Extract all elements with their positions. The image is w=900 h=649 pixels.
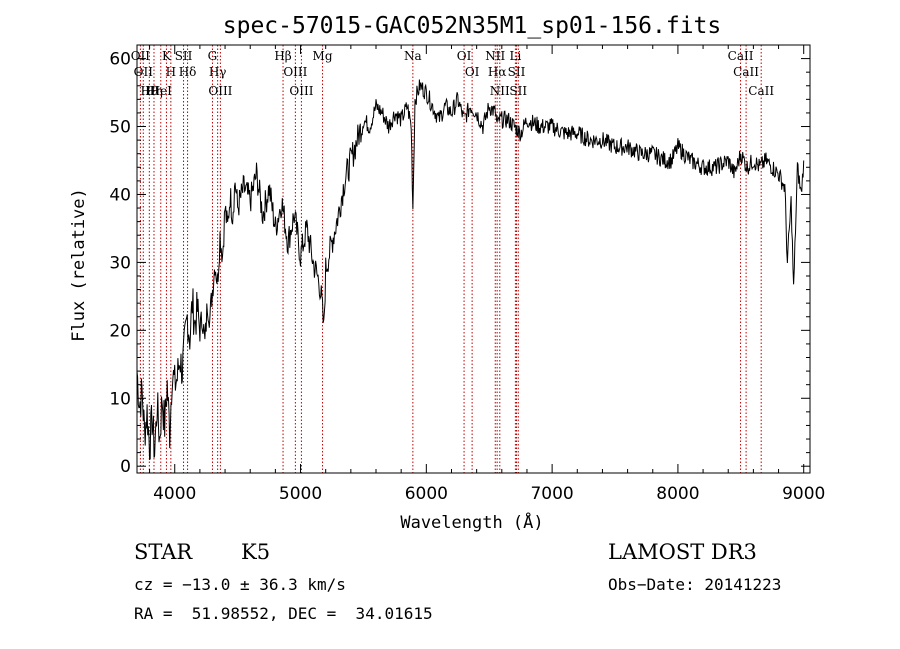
line-label-5: K	[162, 49, 172, 63]
y-tick-label-40: 40	[109, 185, 131, 205]
redshift-cz: cz = −13.0 ± 36.3 km/s	[134, 575, 346, 594]
object-class: STAR	[134, 540, 193, 564]
line-label-12: Hβ	[274, 49, 291, 63]
object-subclass: K5	[241, 540, 271, 564]
line-markers	[139, 45, 762, 473]
survey-name: LAMOST DR3	[608, 540, 757, 564]
line-label-19: NII	[485, 49, 505, 63]
line-label-7: SII	[175, 49, 193, 63]
line-label-25: CaII	[728, 49, 754, 63]
y-tick-label-0: 0	[120, 457, 131, 477]
line-label-21: NII	[490, 84, 510, 98]
obs-date: Obs−Date: 20141223	[608, 575, 782, 594]
y-tick-label-30: 30	[109, 253, 131, 273]
line-label-22: Li	[509, 49, 521, 63]
line-label-8: Hδ	[179, 65, 197, 79]
line-label-16: Na	[404, 49, 422, 63]
x-tick-label-5000: 5000	[279, 484, 322, 504]
line-label-0: OII	[131, 49, 151, 63]
line-label-2: Hθ	[140, 84, 158, 98]
line-label-20: Hα	[488, 65, 507, 79]
line-label-15: Mg	[313, 49, 333, 63]
x-axis-label: Wavelength (Å)	[400, 511, 543, 533]
chart-title: spec-57015-GAC052N35M1_sp01-156.fits	[223, 13, 722, 39]
line-label-14: OIII	[289, 84, 313, 98]
x-axis: 4000 5000 6000 7000 8000 9000	[149, 45, 825, 504]
line-label-11: OIII	[208, 84, 232, 98]
plot-frame	[136, 44, 811, 474]
x-tick-label-6000: 6000	[405, 484, 448, 504]
line-label-26: CaII	[733, 65, 759, 79]
line-label-9: G	[208, 49, 218, 63]
line-label-24: SII	[509, 84, 527, 98]
y-axis: 0 10 20 30 40 50 60	[109, 50, 810, 477]
line-label-17: OI	[457, 49, 472, 63]
y-axis-label: Flux (relative)	[69, 188, 89, 342]
x-tick-label-4000: 4000	[153, 484, 196, 504]
x-tick-label-8000: 8000	[656, 484, 699, 504]
line-label-13: OIII	[283, 65, 307, 79]
line-label-27: CaII	[748, 84, 774, 98]
line-label-1: OII	[134, 65, 154, 79]
line-label-23: SII	[508, 65, 526, 79]
line-label-10: Hγ	[209, 65, 227, 79]
line-label-6: H	[166, 65, 176, 79]
x-tick-label-7000: 7000	[530, 484, 573, 504]
y-tick-label-60: 60	[109, 50, 131, 70]
y-tick-label-10: 10	[109, 389, 131, 409]
line-label-18: OI	[465, 65, 480, 79]
y-tick-label-50: 50	[109, 118, 131, 138]
x-tick-label-9000: 9000	[782, 484, 825, 504]
line-label-4: HeI	[150, 84, 173, 98]
line-label-3: Hη	[145, 84, 163, 98]
spectrum-series-line	[136, 79, 805, 461]
y-tick-label-20: 20	[109, 321, 131, 341]
coordinates: RA = 51.98552, DEC = 34.01615	[134, 604, 433, 623]
